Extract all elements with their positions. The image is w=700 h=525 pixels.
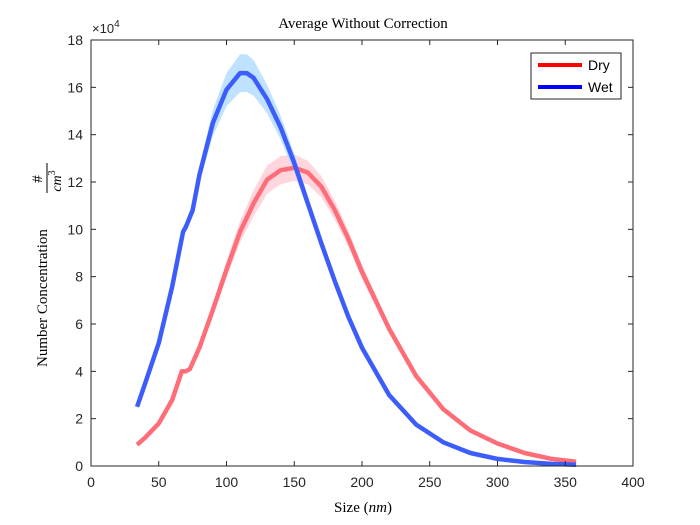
- x-tick-label: 150: [283, 474, 307, 490]
- x-tick-label: 300: [486, 474, 510, 490]
- x-tick-label: 350: [554, 474, 578, 490]
- y-tick-label: 8: [75, 269, 83, 285]
- x-axis: 0 50 100 150 200 250 300 350 400: [87, 40, 645, 490]
- y-tick-label: 16: [67, 79, 83, 95]
- chart-title: Average Without Correction: [278, 16, 448, 32]
- y-tick-label: 0: [75, 458, 83, 474]
- series-line-wet: [134, 70, 577, 468]
- series-lines: [134, 70, 577, 468]
- x-tick-label: 200: [350, 474, 374, 490]
- legend-box: [530, 52, 622, 100]
- y-multiplier-base: ×10: [92, 21, 114, 36]
- y-label-denominator-base: cm: [50, 175, 65, 191]
- y-label-fraction-denominator: cm3: [47, 170, 65, 191]
- x-tick-label: 50: [151, 474, 167, 490]
- y-tick-label: 6: [75, 316, 83, 332]
- x-tick-label: 0: [87, 474, 95, 490]
- y-tick-label: 12: [67, 174, 83, 190]
- y-label-denominator-exponent: 3: [47, 170, 58, 175]
- x-label-unit: nm: [369, 500, 388, 516]
- x-tick-label: 100: [215, 474, 239, 490]
- y-label-fraction-numerator: #: [30, 175, 46, 183]
- y-axis-label: Number Concentration # cm3: [30, 163, 65, 367]
- x-tick-label: 400: [621, 474, 645, 490]
- y-multiplier-exponent: 4: [114, 19, 120, 30]
- y-tick-label: 10: [67, 221, 83, 237]
- y-tick-label: 18: [67, 32, 83, 48]
- series-line-dry: [135, 165, 577, 464]
- y-axis-multiplier: ×104: [92, 19, 120, 36]
- x-label-prefix: Size (: [334, 500, 369, 516]
- y-label-text: Number Concentration: [35, 229, 51, 367]
- y-tick-label: 4: [75, 363, 83, 379]
- legend-dry-label: Dry: [588, 57, 610, 73]
- y-tick-label: 2: [75, 411, 83, 427]
- x-axis-label: Size (nm): [334, 500, 392, 516]
- x-label-suffix: ): [387, 500, 392, 516]
- legend: Dry Wet: [530, 52, 622, 100]
- x-tick-label: 250: [418, 474, 442, 490]
- y-axis: 0 2 4 6 8 10 12 14 16 18: [67, 32, 633, 474]
- legend-wet-label: Wet: [588, 79, 613, 95]
- plot-area: [90, 39, 634, 468]
- plot-background: [91, 40, 633, 466]
- y-tick-label: 14: [67, 127, 83, 143]
